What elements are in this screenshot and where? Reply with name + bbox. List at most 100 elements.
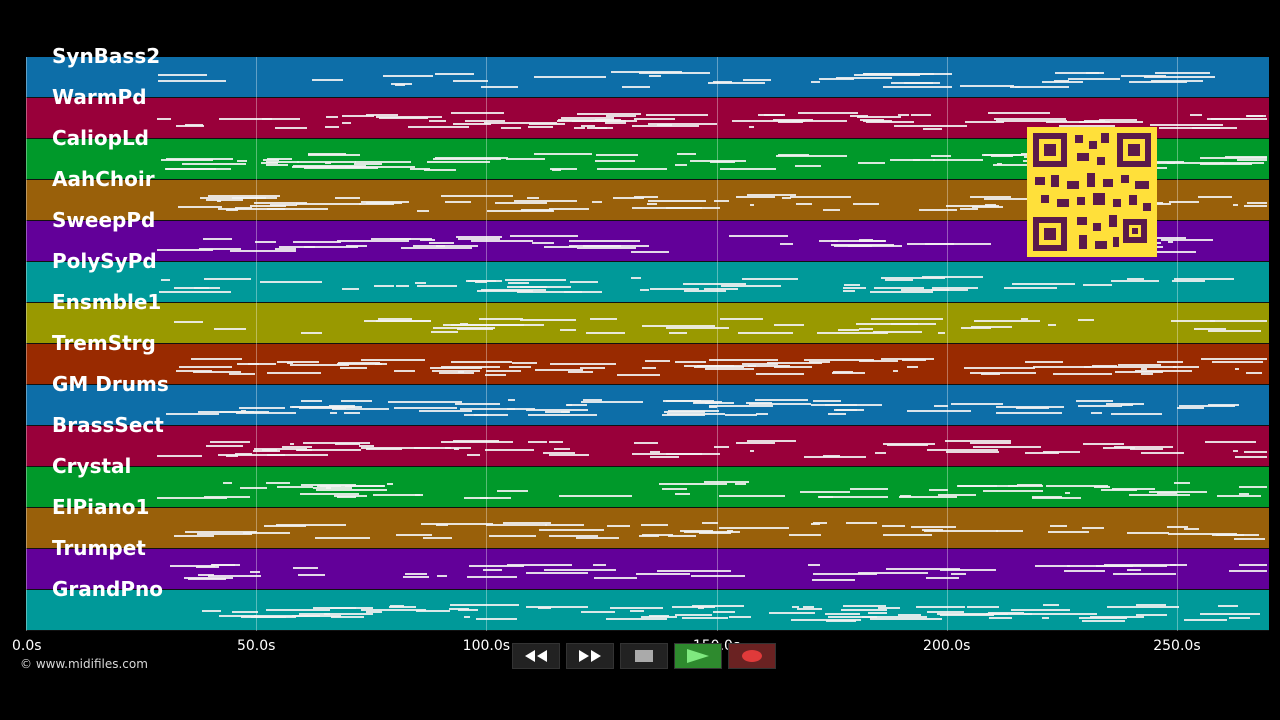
track-lane[interactable]: [26, 549, 1269, 590]
midi-note: [745, 402, 772, 405]
midi-note: [882, 525, 905, 528]
midi-note: [691, 604, 745, 607]
midi-note: [677, 153, 696, 156]
midi-note: [667, 409, 719, 412]
midi-note: [241, 410, 247, 413]
midi-note: [564, 290, 603, 293]
midi-note: [768, 611, 815, 614]
midi-note: [921, 528, 944, 531]
midi-note: [228, 372, 256, 375]
track-lane[interactable]: [26, 590, 1269, 631]
midi-note: [325, 116, 339, 119]
stop-button[interactable]: [620, 643, 668, 669]
midi-note: [412, 245, 479, 248]
midi-note: [755, 373, 805, 375]
midi-note: [754, 399, 809, 402]
midi-note: [830, 243, 895, 246]
midi-note: [156, 117, 172, 120]
midi-note: [358, 444, 375, 447]
midi-note: [1024, 361, 1063, 364]
midi-note: [869, 618, 942, 621]
midi-note: [1156, 361, 1184, 364]
midi-note: [550, 362, 616, 365]
track-lane[interactable]: [26, 57, 1269, 98]
midi-note: [593, 576, 637, 579]
play-button[interactable]: [674, 643, 722, 669]
midi-note: [856, 115, 901, 118]
midi-note: [867, 611, 888, 614]
track-lane[interactable]: [26, 98, 1269, 139]
track-lane[interactable]: [26, 508, 1269, 549]
midi-note: [671, 605, 716, 608]
midi-note: [441, 195, 514, 198]
midi-note: [300, 492, 360, 495]
midi-note: [214, 328, 247, 331]
midi-note: [958, 484, 1019, 487]
midi-note: [1245, 371, 1263, 374]
midi-note: [520, 318, 577, 321]
midi-note: [812, 400, 841, 403]
midi-note: [682, 616, 728, 619]
midi-note: [965, 121, 1004, 124]
fast-forward-button[interactable]: [566, 643, 614, 669]
midi-note: [287, 362, 293, 365]
midi-note: [972, 446, 1042, 449]
midi-note: [595, 154, 638, 157]
midi-note: [767, 362, 822, 365]
midi-note: [1234, 368, 1240, 371]
track-lane[interactable]: [26, 426, 1269, 467]
track-lane[interactable]: [26, 344, 1269, 385]
track-lane[interactable]: [26, 303, 1269, 344]
midi-note: [1047, 324, 1056, 327]
midi-note: [649, 450, 661, 453]
track-lane[interactable]: [26, 262, 1269, 303]
midi-note: [260, 162, 279, 165]
midi-note: [1082, 527, 1105, 530]
midi-note: [971, 325, 1012, 328]
midi-note: [526, 197, 540, 200]
midi-note: [883, 534, 932, 537]
midi-note: [899, 494, 912, 497]
track-lane[interactable]: [26, 385, 1269, 426]
midi-note: [422, 536, 453, 539]
rewind-button[interactable]: [512, 643, 560, 669]
midi-note: [838, 328, 860, 331]
midi-note: [527, 441, 548, 444]
midi-note: [520, 286, 571, 289]
midi-note: [1244, 204, 1267, 207]
midi-note: [543, 568, 617, 571]
midi-note: [339, 366, 368, 369]
midi-note: [593, 564, 607, 567]
track-label: Ensmble1: [52, 290, 162, 314]
midi-note: [293, 165, 366, 168]
midi-note: [1128, 493, 1190, 496]
midi-note: [1237, 159, 1267, 162]
midi-note: [372, 493, 421, 496]
time-tick-label: 0.0s: [12, 638, 42, 654]
midi-note: [526, 605, 588, 608]
midi-note: [324, 126, 340, 129]
midi-note: [156, 249, 214, 252]
midi-note: [308, 154, 361, 157]
midi-note: [662, 487, 688, 490]
record-button[interactable]: [728, 643, 776, 669]
midi-note: [277, 360, 320, 363]
midi-note: [481, 86, 518, 89]
midi-note: [861, 615, 927, 618]
midi-note: [1151, 203, 1172, 206]
midi-note: [533, 153, 592, 156]
midi-note: [773, 118, 814, 121]
midi-note: [1184, 619, 1228, 622]
midi-note: [219, 615, 256, 618]
midi-note: [454, 402, 501, 405]
midi-note: [901, 358, 926, 361]
midi-note: [393, 370, 415, 373]
midi-note: [858, 327, 874, 330]
midi-note: [809, 360, 831, 363]
midi-note: [967, 605, 999, 608]
midi-note: [705, 368, 754, 371]
piano-roll[interactable]: [26, 57, 1269, 631]
track-lane[interactable]: [26, 467, 1269, 508]
midi-note: [335, 197, 361, 200]
midi-note: [340, 400, 372, 403]
